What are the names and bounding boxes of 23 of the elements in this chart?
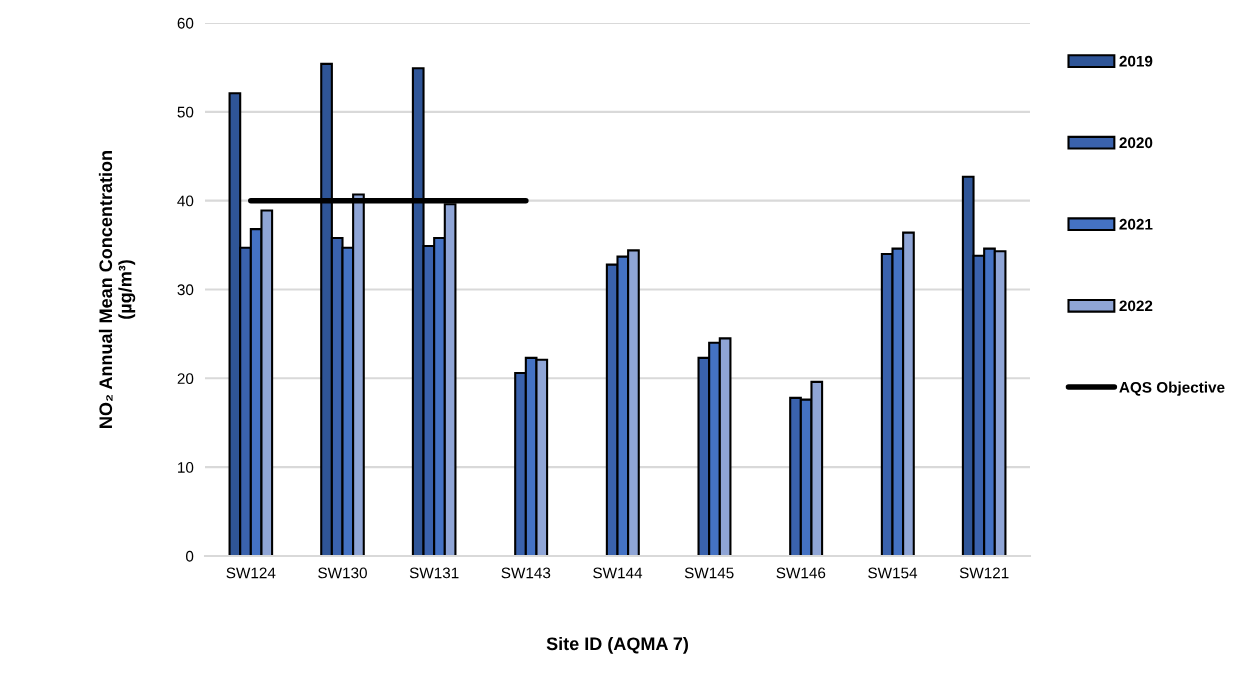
y-tick-label: 0 bbox=[185, 550, 194, 562]
x-tick-label: SW145 bbox=[684, 567, 734, 579]
x-tick-label: SW146 bbox=[776, 567, 826, 579]
x-tick-label: SW131 bbox=[409, 567, 459, 579]
legend-label: 2022 bbox=[1119, 300, 1153, 312]
legend-label: 2021 bbox=[1119, 218, 1153, 230]
x-axis-title: Site ID (AQMA 7) bbox=[546, 636, 688, 654]
y-tick-label: 50 bbox=[177, 106, 194, 118]
y-tick-label: 30 bbox=[177, 284, 194, 296]
x-tick-label: SW124 bbox=[226, 567, 276, 579]
legend-label: AQS Objective bbox=[1119, 381, 1225, 396]
y-tick-label: 40 bbox=[177, 195, 194, 207]
legend-label: 2020 bbox=[1119, 137, 1153, 149]
y-tick-label: 20 bbox=[177, 373, 194, 385]
y-axis-title: NO₂ Annual Mean Concentration (µg/m³) bbox=[98, 151, 136, 428]
y-tick-label: 10 bbox=[178, 462, 194, 473]
x-tick-label: SW154 bbox=[868, 567, 918, 579]
x-tick-label: SW130 bbox=[318, 567, 367, 579]
x-tick-label: SW121 bbox=[959, 567, 1009, 579]
legend-label: 2019 bbox=[1119, 55, 1153, 67]
x-tick-label: SW144 bbox=[593, 567, 643, 579]
y-tick-label: 60 bbox=[177, 17, 194, 29]
x-tick-label: SW143 bbox=[501, 567, 551, 579]
